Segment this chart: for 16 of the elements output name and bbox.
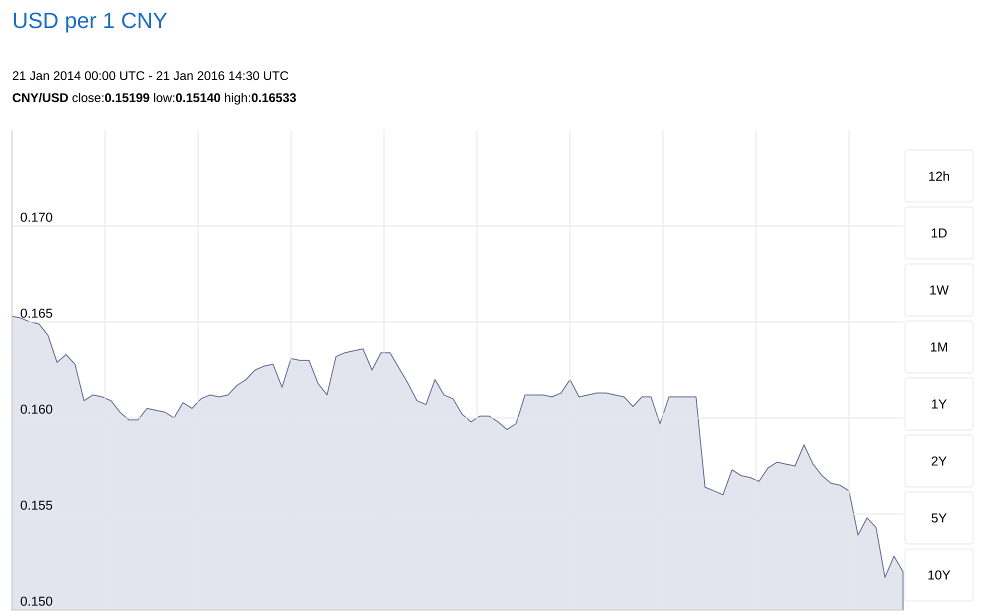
text: 10Y: [928, 570, 950, 580]
y-tick-label: 0.160: [20, 404, 52, 414]
text: 1W: [930, 286, 949, 294]
text: 1M: [930, 342, 947, 352]
text: 1D: [932, 228, 947, 238]
text: 5Y: [932, 513, 947, 523]
chart-subtitle: 21 Jan 2014 00:00 UTC - 21 Jan 2016 14:30 UTC: [12, 71, 288, 80]
text: 2Y: [932, 456, 947, 466]
y-tick-label: 0.155: [20, 500, 52, 510]
text: 12h: [929, 171, 950, 181]
y-tick-label: 0.165: [20, 308, 52, 318]
text: 1Y: [932, 400, 947, 408]
y-tick-label: 0.150: [20, 596, 52, 606]
y-tick-label: 0.170: [20, 212, 52, 222]
text: CNY/USD close:0.15199 low:0.15140 high:0.16533: [12, 92, 296, 105]
chart-title: USD per 1 CNY: [14, 12, 167, 33]
